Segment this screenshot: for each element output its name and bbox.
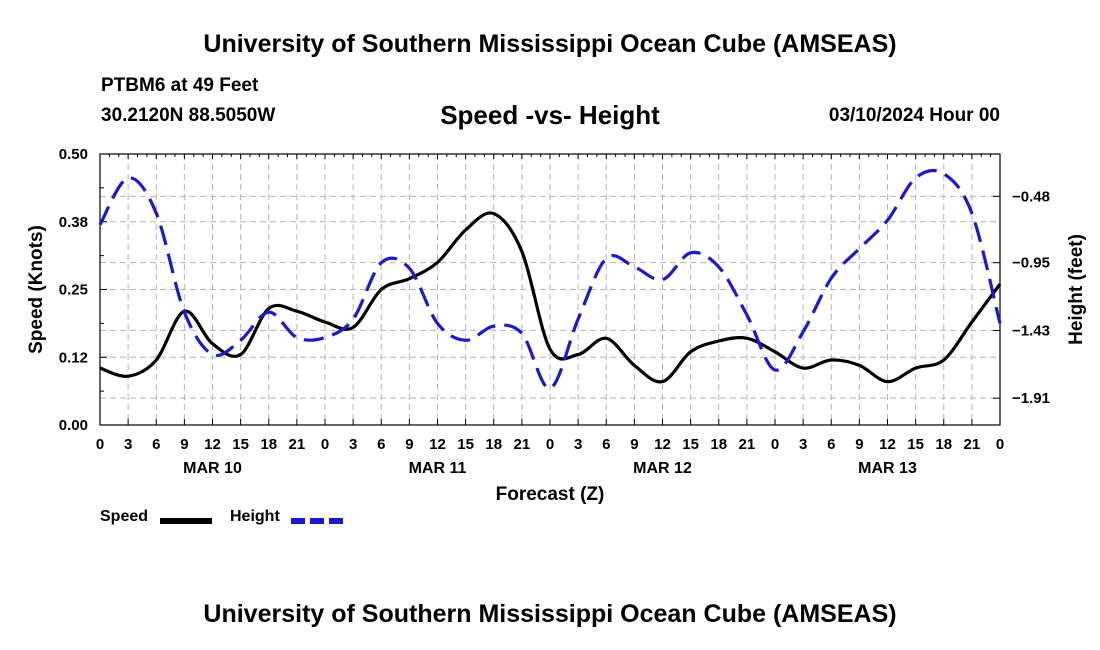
x-tick-label: 0 [321, 436, 329, 453]
x-tick-label: 12 [879, 436, 896, 453]
x-tick-label: 12 [429, 436, 446, 453]
station-name: PTBM6 at 49 Feet [101, 75, 259, 96]
x-tick-label: 6 [602, 436, 610, 453]
x-tick-label: 3 [574, 436, 582, 453]
y-axis-label: Speed (Knots) [26, 225, 47, 354]
x-tick-label: 0 [996, 436, 1004, 453]
y-tick-label: 0.25 [59, 282, 88, 299]
x-tick-label: 15 [682, 436, 699, 453]
y-tick-label: 0.50 [59, 146, 88, 163]
y2-tick-label: −0.48 [1012, 188, 1050, 205]
x-tick-label: 18 [260, 436, 277, 453]
legend-label-speed: Speed [100, 508, 149, 525]
speed-height-chart: 0 3 6 9 12 15 18 21 0 3 6 9 12 15 18 21 0 3 6 9 12 15 18 21 0 3 6 9… [26, 146, 1087, 505]
x-tick-label: 6 [377, 436, 385, 453]
x-tick-label: 18 [935, 436, 952, 453]
x-day-label: MAR 13 [858, 460, 917, 477]
legend-label-height: Height [230, 508, 280, 525]
y-tick-label: 0.38 [59, 214, 88, 231]
x-tick-label: 9 [630, 436, 638, 453]
x-day-label: MAR 12 [633, 460, 692, 477]
y2-tick-label: −0.95 [1012, 255, 1050, 272]
x-tick-label: 12 [204, 436, 221, 453]
footer-title: University of Southern Mississippi Ocean… [203, 600, 897, 628]
x-tick-label: 6 [152, 436, 160, 453]
run-time: 03/10/2024 Hour 00 [828, 105, 1000, 126]
x-tick-label: 3 [124, 436, 132, 453]
y-tick-label: 0.12 [59, 349, 88, 366]
y2-axis-label: Height (feet) [1066, 234, 1087, 345]
x-tick-label: 15 [232, 436, 249, 453]
y2-tick-label: −1.91 [1012, 390, 1050, 407]
x-tick-label: 18 [710, 436, 727, 453]
legend-swatch-speed [160, 518, 212, 524]
x-tick-label: 21 [964, 436, 981, 453]
x-tick-label: 21 [739, 436, 756, 453]
page-title: University of Southern Mississippi Ocean… [203, 30, 897, 58]
x-tick-label: 15 [457, 436, 474, 453]
x-tick-label: 18 [485, 436, 502, 453]
series-line-height [98, 168, 1002, 390]
x-day-label: MAR 10 [183, 460, 242, 477]
x-tick-label: 9 [180, 436, 188, 453]
x-tick-label: 3 [349, 436, 357, 453]
x-axis-label: Forecast (Z) [496, 484, 605, 505]
x-tick-label: 9 [405, 436, 413, 453]
chart-title: Speed -vs- Height [440, 100, 660, 130]
x-tick-label: 12 [654, 436, 671, 453]
x-tick-label: 9 [855, 436, 863, 453]
x-tick-label: 0 [546, 436, 554, 453]
x-tick-label: 6 [827, 436, 835, 453]
x-day-label: MAR 11 [409, 460, 467, 477]
y2-tick-label: −1.43 [1012, 322, 1050, 339]
legend-swatch-height [291, 518, 343, 524]
x-tick-label: 21 [514, 436, 531, 453]
series-line-speed [99, 211, 1002, 384]
x-tick-label: 0 [771, 436, 779, 453]
station-coordinates: 30.2120N 88.5050W [101, 105, 276, 126]
x-tick-label: 21 [289, 436, 306, 453]
y-tick-label: 0.00 [59, 417, 88, 434]
x-tick-label: 3 [799, 436, 807, 453]
x-tick-label: 0 [96, 436, 104, 453]
x-tick-label: 15 [907, 436, 924, 453]
